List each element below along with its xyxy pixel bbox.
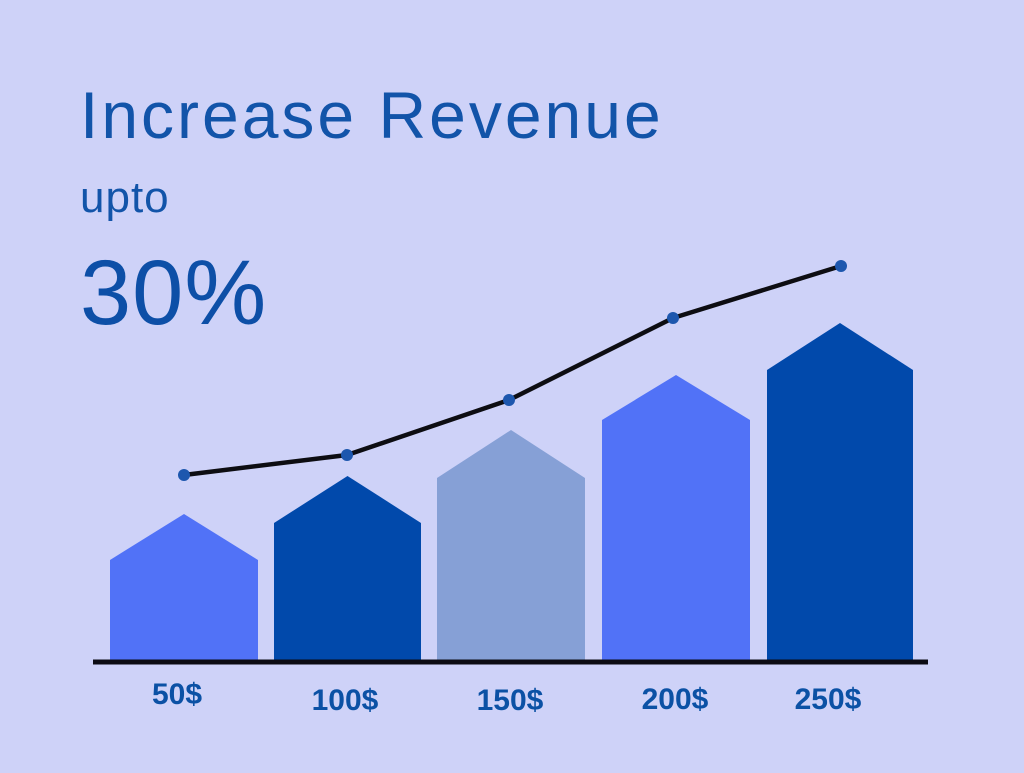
subtitle-upto: upto bbox=[80, 173, 170, 222]
axis-label: 150$ bbox=[477, 684, 544, 717]
bar-200 bbox=[602, 375, 750, 662]
axis-label: 250$ bbox=[795, 683, 862, 716]
axis-label: 50$ bbox=[152, 678, 202, 711]
bar-50 bbox=[110, 514, 258, 662]
axis-label: 200$ bbox=[642, 683, 709, 716]
data-point bbox=[835, 260, 847, 272]
axis-label: 100$ bbox=[312, 684, 379, 717]
data-point bbox=[503, 394, 515, 406]
data-point bbox=[178, 469, 190, 481]
bar-250 bbox=[767, 323, 913, 662]
header-block: Increase Revenue upto 30% bbox=[80, 82, 664, 339]
data-point bbox=[667, 312, 679, 324]
bar-100 bbox=[274, 476, 421, 662]
bar-150 bbox=[437, 430, 585, 662]
highlight-percentage: 30% bbox=[80, 242, 268, 344]
data-point bbox=[341, 449, 353, 461]
page-title: Increase Revenue bbox=[80, 78, 664, 152]
